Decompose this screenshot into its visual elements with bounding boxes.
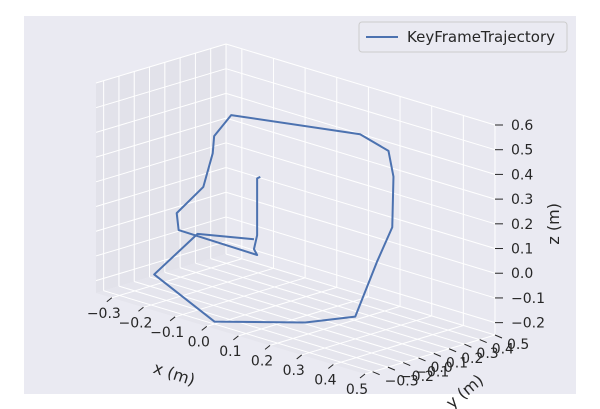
gridline-y-floor [118,285,389,368]
z-tick-label: −0.1 [511,291,545,307]
gridline-x-floor [143,267,274,308]
x-tick-label: −0.1 [150,325,184,341]
z-tick-label: −0.2 [511,316,545,332]
legend-label: KeyFrameTrajectory [407,28,555,46]
y-tick-label: −0.1 [415,365,449,381]
gridline-x-floor [333,324,464,365]
y-tick-mark [387,366,396,371]
tick-labels: −0.3−0.2−0.10.00.10.20.30.40.5−0.3−0.2−0… [87,118,545,398]
gridline-z-back [225,117,496,200]
gridline-x-floor [238,296,369,337]
x-tick-mark [201,325,208,331]
series-line-keyframetrajectory [153,114,395,324]
y-tick-label: −0.3 [385,374,419,390]
gridline-y-floor [179,267,450,350]
pane-floor [96,254,495,374]
pane-left [96,44,226,293]
x-tick-label: −0.3 [87,306,121,322]
x-tick-mark [328,364,334,369]
x-tick-label: 0.3 [283,363,305,379]
x-tick-label: 0.2 [251,353,273,369]
legend: KeyFrameTrajectory [358,21,568,53]
x-tick-mark [264,345,271,350]
y-tick-label: 0.5 [507,337,529,353]
gridline-z-left [95,92,227,133]
gridline-x-floor [206,286,337,327]
x-tick-mark [169,316,176,322]
x-tick-label: 0.5 [346,382,368,398]
gridline-z-left [95,142,227,183]
y-tick-mark [433,352,442,357]
gridline-z-left [95,216,227,257]
z-tick-label: 0.1 [511,242,533,258]
y-tick-mark [494,334,503,339]
gridline-z-left [95,191,227,232]
gridline-z-back [225,43,496,126]
gridline-y-floor [103,290,373,373]
gridline-x-floor [174,277,306,318]
y-tick-mark [448,348,457,353]
gridline-z-left [95,43,227,84]
gridline-y-floor [164,271,434,354]
x-tick-label: 0.4 [314,372,336,388]
z-tick-label: 0.6 [511,118,533,134]
x-tick-label: 0.1 [219,344,241,360]
gridline-z-left [95,167,227,208]
z-tick-label: 0.2 [511,217,533,233]
gridline-x-floor [364,334,496,375]
gridline-y-floor [210,258,480,341]
gridlines [95,43,496,375]
y-tick-mark [479,339,487,344]
x-tick-label: 0.0 [188,334,210,350]
gridline-z-back [225,68,496,151]
x-tick-mark [138,306,144,312]
x-tick-mark [233,335,239,341]
gridline-z-back [225,191,496,274]
gridline-z-back [225,142,496,225]
gridline-z-back [225,167,496,250]
gridline-z-left [95,241,227,282]
z-tick-label: 0.5 [511,143,533,159]
gridline-x-floor [301,315,432,356]
y-tick-label: 0.2 [461,351,483,367]
y-tick-label: 0.0 [431,360,453,376]
gridline-y-floor [149,276,419,359]
x-tick-mark [359,373,366,379]
gridline-z-left [95,117,227,158]
gridline-z-back [225,216,496,299]
z-tick-label: 0.0 [511,266,533,282]
gridline-x-floor [111,258,242,299]
x-tick-mark [106,297,113,303]
y-tick-label: −0.2 [400,369,434,385]
x-tick-mark [296,354,303,360]
legend-frame [358,21,568,53]
y-tick-mark [464,343,472,348]
gridline-z-left [95,68,227,109]
gridline-x-floor [269,305,401,346]
y-tick-label: 0.4 [492,342,514,358]
y-tick-label: 0.1 [446,355,468,371]
gridline-y-floor [225,253,496,336]
series-layer [153,114,395,324]
gridline-z-back [225,241,496,324]
y-tick-mark [403,362,411,366]
y-tick-mark [418,357,426,362]
z-tick-label: 0.3 [511,192,533,208]
x-tick-label: −0.2 [118,315,152,331]
z-tick-label: 0.4 [511,167,533,183]
gridline-y-floor [195,262,465,345]
y-tick-mark [372,371,380,376]
y-tick-label: 0.3 [476,346,498,362]
z-axis-label: z (m) [544,203,563,245]
